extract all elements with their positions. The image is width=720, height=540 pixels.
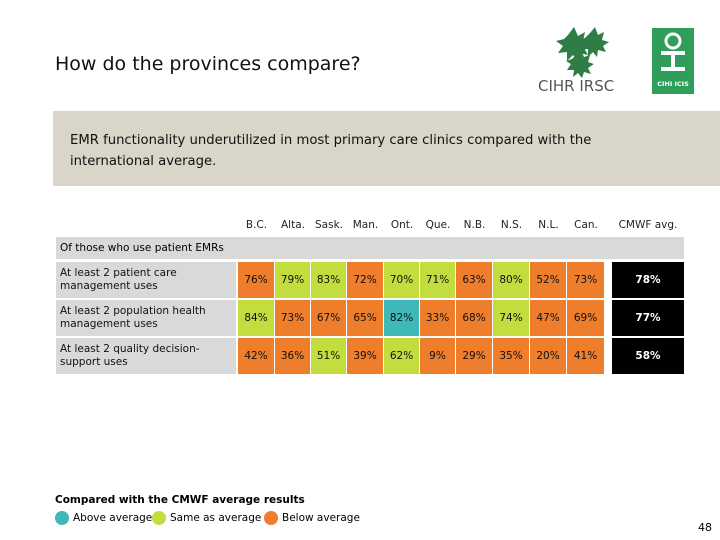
value-cell: 52% [530,262,567,298]
slide-title: How do the provinces compare? [55,53,361,75]
column-header: Alta. [281,219,305,231]
value-cell: 47% [530,300,567,336]
legend-swatch [55,511,69,525]
column-header: CMWF avg. [618,219,678,231]
legend-swatch [152,511,166,525]
value-cell: 9% [420,338,456,374]
row-label: At least 2 patient care management uses [56,262,236,298]
value-cell: 39% [347,338,384,374]
headline-banner: EMR functionality underutilized in most … [53,111,720,186]
value-cell: 20% [530,338,567,374]
value-cell: 68% [456,300,493,336]
value-cell: 70% [384,262,420,298]
headline-text: EMR functionality underutilized in most … [70,133,592,169]
value-cell: 69% [567,300,605,336]
row-label: At least 2 quality decision-support uses [56,338,236,374]
value-cell: 79% [275,262,311,298]
value-cell: 29% [456,338,493,374]
cihi-logo-text: CIHI ICIS [657,80,689,88]
value-cell: 35% [493,338,530,374]
legend-title: Compared with the CMWF average results [55,494,305,506]
value-cell: 42% [238,338,275,374]
value-cell: 76% [238,262,275,298]
value-cell: 73% [275,300,311,336]
cihr-logo-text: CIHR IRSC [538,77,614,95]
value-cell: 71% [420,262,456,298]
page-number: 48 [698,521,712,534]
column-header: Sask. [315,219,343,231]
value-cell: 83% [311,262,347,298]
legend-item: Same as average [152,511,261,525]
value-cell: 74% [493,300,530,336]
column-header: N.S. [500,219,523,231]
value-cell: 65% [347,300,384,336]
value-cell: 84% [238,300,275,336]
cihr-logo: CIHR IRSC [538,27,614,95]
legend-swatch [264,511,278,525]
column-header: Man. [352,219,379,231]
legend-label: Same as average [170,512,262,524]
cihi-logo: CIHI ICIS [652,28,694,94]
cmwf-average-cell: 78% [612,262,684,298]
column-header: Can. [574,219,598,231]
column-header: Ont. [390,219,414,231]
cmwf-average-cell: 77% [612,300,684,336]
legend-label: Below average [282,512,360,524]
row-label: At least 2 population health management … [56,300,236,336]
column-header: N.B. [463,219,486,231]
section-label: Of those who use patient EMRs [56,237,684,259]
value-cell: 62% [384,338,420,374]
legend-item: Below average [264,511,360,525]
value-cell: 33% [420,300,456,336]
value-cell: 41% [567,338,605,374]
value-cell: 63% [456,262,493,298]
legend-item: Above average [55,511,152,525]
value-cell: 51% [311,338,347,374]
legend-label: Above average [73,512,153,524]
value-cell: 67% [311,300,347,336]
column-header: Que. [425,219,451,231]
column-header: N.L. [538,219,559,231]
cmwf-average-cell: 58% [612,338,684,374]
value-cell: 80% [493,262,530,298]
value-cell: 82% [384,300,420,336]
value-cell: 36% [275,338,311,374]
column-header: B.C. [245,219,268,231]
value-cell: 72% [347,262,384,298]
value-cell: 73% [567,262,605,298]
